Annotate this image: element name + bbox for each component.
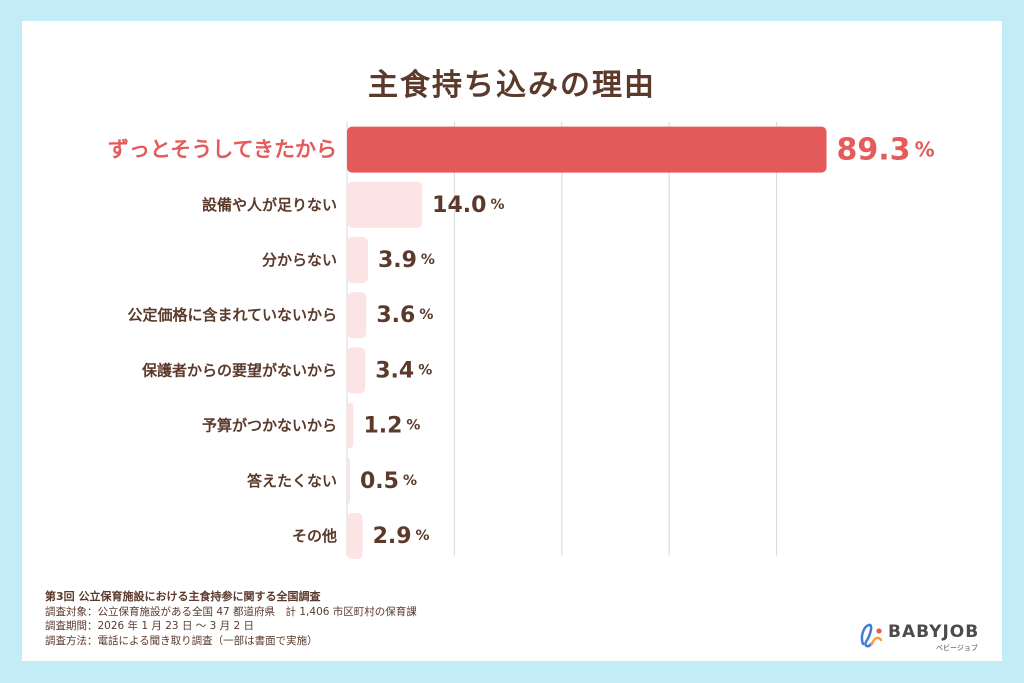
value-label: 89.3% [837, 132, 935, 167]
brand-name: BABYJOB [888, 622, 980, 642]
category-label: 答えたくない [247, 472, 337, 490]
category-label: 保護者からの要望がないから [141, 361, 337, 379]
survey-title: 第3回 公立保育施設における主食持参に関する全国調査 [45, 590, 321, 603]
survey-period: 調査期間：2026 年 1 月 23 日 ～ 3 月 2 日 [45, 620, 254, 632]
bar [347, 347, 366, 394]
survey-notes: 第3回 公立保育施設における主食持参に関する全国調査 調査対象：公立保育施設があ… [45, 590, 417, 648]
bar [347, 237, 368, 283]
bar [347, 292, 367, 339]
survey-method: 調査方法：電話による聞き取り調査（一部は書面で実施） [45, 634, 318, 647]
survey-target: 調査対象：公立保育施設がある全国 47 都道府県 計 1,406 市区町村の保育… [45, 605, 417, 618]
category-label: その他 [292, 527, 337, 545]
babyjob-logo-icon [860, 623, 883, 648]
category-label: 設備や人が足りない [202, 196, 337, 214]
bar [347, 126, 827, 173]
bar [347, 513, 363, 559]
brand-logo: BABYJOB ベビージョブ [858, 620, 988, 656]
bars [347, 126, 827, 559]
value-label: 14.0% [432, 192, 504, 217]
category-label: 予算がつかないから [202, 417, 337, 435]
value-label: 0.5% [360, 468, 417, 493]
bar [347, 457, 350, 504]
value-labels: 89.3 % 14.0 % 3.9 % 3.6 % 3.4 % 1.2 % 0.5 % 2.9% [360, 132, 935, 548]
chart-title: 主食持ち込みの理由 [368, 68, 656, 103]
value-label: 2.9% [373, 524, 430, 549]
value-label: 1.2% [363, 413, 420, 438]
bar [347, 181, 423, 228]
value-label: 3.9% [378, 248, 435, 273]
category-labels: ずっとそうしてきたから設備や人が足りない分からない公定価格に含まれていないから保… [108, 138, 337, 545]
value-label: 3.6% [376, 303, 433, 328]
brand-kana: ベビージョブ [936, 644, 978, 652]
category-label: 公定価格に含まれていないから [127, 306, 337, 324]
value-label: 3.4% [375, 358, 432, 383]
category-label: ずっとそうしてきたから [108, 138, 337, 162]
category-label: 分からない [262, 251, 337, 269]
bar [347, 402, 354, 449]
